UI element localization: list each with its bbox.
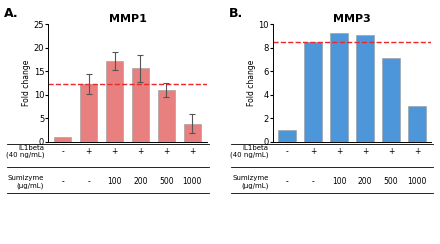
Text: Sumizyme
(μg/mL): Sumizyme (μg/mL) [232, 175, 268, 189]
Text: 200: 200 [358, 177, 372, 186]
Text: A.: A. [4, 7, 19, 20]
Y-axis label: Fold change: Fold change [22, 60, 31, 106]
Text: +: + [163, 147, 169, 156]
Text: +: + [111, 147, 118, 156]
Bar [330, 33, 348, 142]
Text: +: + [388, 147, 394, 156]
Text: 500: 500 [159, 177, 174, 186]
Bar [132, 68, 149, 142]
Text: +: + [189, 147, 195, 156]
Text: +: + [85, 147, 92, 156]
Bar [183, 124, 201, 142]
Title: MMP1: MMP1 [109, 14, 147, 24]
Text: +: + [336, 147, 342, 156]
Bar [106, 61, 123, 142]
Text: +: + [137, 147, 143, 156]
Text: 1000: 1000 [407, 177, 427, 186]
Bar [304, 42, 322, 142]
Text: -: - [286, 147, 289, 156]
Text: 100: 100 [107, 177, 122, 186]
Text: +: + [310, 147, 316, 156]
Title: MMP3: MMP3 [333, 14, 371, 24]
Text: +: + [414, 147, 420, 156]
Text: -: - [87, 177, 90, 186]
Text: 500: 500 [384, 177, 398, 186]
Text: B.: B. [229, 7, 243, 20]
Text: Sumizyme
(μg/mL): Sumizyme (μg/mL) [7, 175, 44, 189]
Text: iL1beta
(40 ng/mL): iL1beta (40 ng/mL) [230, 144, 268, 158]
Text: -: - [61, 147, 64, 156]
Text: -: - [286, 177, 289, 186]
Bar [382, 58, 400, 142]
Text: -: - [312, 177, 315, 186]
Text: -: - [61, 177, 64, 186]
Text: 100: 100 [332, 177, 346, 186]
Text: 1000: 1000 [183, 177, 202, 186]
Bar [279, 130, 296, 142]
Text: iL1beta
(40 ng/mL): iL1beta (40 ng/mL) [6, 144, 44, 158]
Bar [80, 84, 97, 142]
Bar [408, 106, 426, 142]
Bar [54, 137, 71, 142]
Y-axis label: Fold change: Fold change [246, 60, 256, 106]
Text: +: + [362, 147, 368, 156]
Bar [158, 90, 175, 142]
Bar [356, 35, 374, 142]
Text: 200: 200 [133, 177, 148, 186]
